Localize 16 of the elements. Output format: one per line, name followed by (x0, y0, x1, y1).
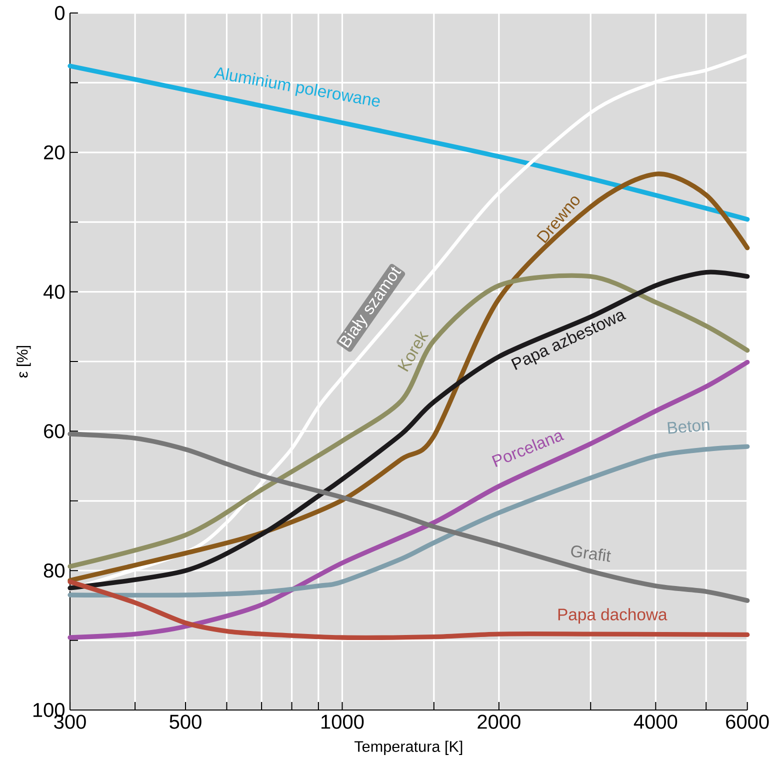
y-tick-label: 0 (54, 6, 65, 20)
x-tick-label: 4000 (634, 714, 678, 729)
x-tick-label: 1000 (322, 714, 364, 729)
y-tick-label: 40 (44, 284, 65, 299)
y-axis-title: ε [%] (16, 346, 31, 378)
x-tick-label: 2000 (478, 714, 520, 729)
series-label: Beton (668, 421, 710, 434)
text: Grafit (571, 546, 611, 562)
x-tick-label: 6000 (726, 714, 769, 729)
x-axis-title: Temperatura [K] (354, 740, 462, 755)
y-tick-label: 20 (44, 145, 65, 160)
series-label: Papa dachowa (558, 608, 668, 624)
y-tick-label: 60 (44, 424, 65, 438)
y-tick-label: 80 (44, 564, 65, 578)
x-tick-label: 500 (170, 714, 202, 729)
text: Aluminium polerowane (214, 67, 380, 107)
